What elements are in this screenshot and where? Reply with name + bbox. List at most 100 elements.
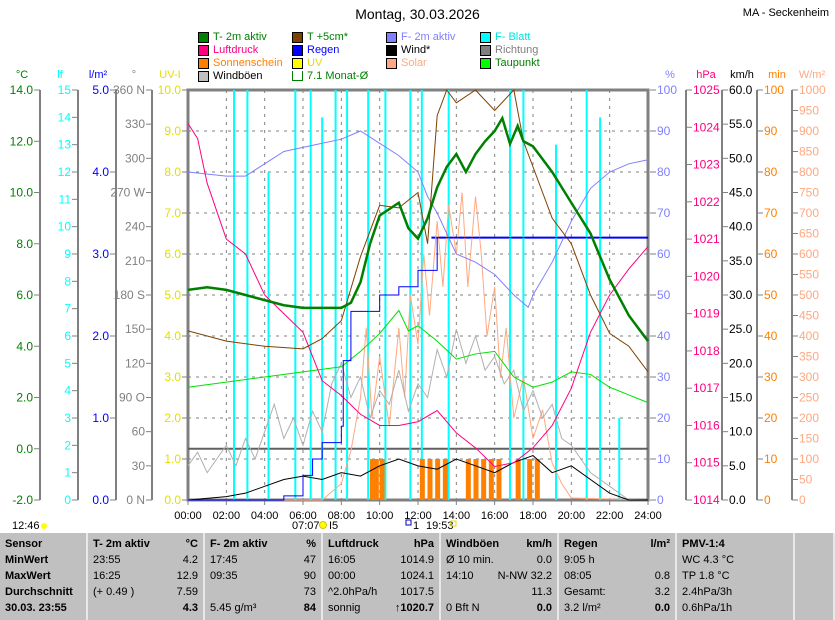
x-tick-label: 16:00 — [481, 510, 509, 522]
plot-frame — [186, 88, 650, 502]
stats-row: 16:05 1014.9 — [328, 552, 434, 568]
axis-tick-label: 14 — [58, 110, 72, 124]
axis-tick-label: 500 — [799, 288, 819, 302]
stats-row: T- 2m aktiv °C — [93, 536, 198, 552]
axis-unit-press: hPa — [696, 69, 716, 81]
axis-tick-label: 1015 — [693, 456, 720, 470]
axis-tick-label: 100 — [799, 452, 819, 466]
stats-cell: 09:35 — [210, 570, 238, 582]
axis-tick-label: 1022 — [693, 195, 720, 209]
axis-tick-label: 200 — [799, 411, 819, 425]
axis-tick-label: 9 — [64, 247, 71, 261]
stats-cell: 84 — [303, 602, 316, 614]
stats-row: 23:55 4.2 — [93, 552, 198, 568]
axis-tick-label: 10 — [764, 452, 778, 466]
stats-cell: 0.0 — [536, 554, 552, 566]
stats-cell: Windböen — [446, 538, 500, 550]
legend-swatch — [292, 71, 303, 81]
sunrise-time: 07:07 — [292, 520, 320, 532]
axis-tick-label: 35.0 — [729, 254, 753, 268]
axis-tick-label: 7.0 — [164, 206, 181, 220]
axis-tick-label: 12.0 — [10, 134, 34, 148]
stats-cell: 0.0 — [536, 602, 552, 614]
axis-tick-label: 1000 — [799, 83, 826, 97]
stats-row: Gesamt: 3.2 — [564, 584, 670, 600]
axis-tick-label: 1023 — [693, 158, 720, 172]
axis-tick-label: 11 — [59, 192, 72, 206]
axis-tick-label: 8 — [64, 274, 71, 288]
sun-icon — [319, 521, 327, 529]
axis-tick-label: 150 — [799, 432, 819, 446]
legend-label: Taupunkt — [495, 57, 540, 69]
stats-row: TP 1.8 °C — [682, 568, 788, 584]
axis-tick-label: 10.0 — [10, 186, 34, 200]
legend-swatch — [386, 44, 397, 56]
axis-tick-label: 30 — [132, 459, 146, 473]
stats-cell: 2.4hPa/3h — [682, 586, 733, 598]
axis-tick-label: 4.0 — [92, 165, 109, 179]
legend: T- 2m aktiv T +5cm* F- 2m aktiv F- Blatt Luf… — [198, 31, 578, 82]
axis-tick-label: 650 — [799, 227, 819, 241]
stats-cell: Durchschnitt — [5, 586, 73, 598]
axis-tick-label: 300 — [799, 370, 819, 384]
moon-icon — [41, 523, 47, 529]
stats-row: 16:25 12.9 — [93, 568, 198, 584]
x-tick-label: 02:00 — [213, 510, 241, 522]
sunshine-bar — [370, 459, 375, 500]
chart-title: Montag, 30.03.2026 — [355, 6, 480, 22]
axis-tick-label: 40 — [657, 329, 671, 343]
stats-row: 30.03. 23:55 — [5, 600, 81, 616]
stats-row: (+ 0.49 ) 7.59 — [93, 584, 198, 600]
stats-cell: 1014.9 — [400, 554, 434, 566]
axis-tick-label: 40 — [764, 329, 778, 343]
stats-cell: 08:05 — [564, 570, 592, 582]
stats-column: Windböen km/h Ø 10 min. 0.0 14:10 N-NW 32.2 11… — [441, 533, 559, 620]
axis-tick-label: 1014 — [693, 493, 720, 507]
legend-item: Regen — [292, 44, 386, 56]
legend-label: 7.1 Monat-Ø — [307, 70, 369, 82]
x-tick-label: 08:00 — [328, 510, 356, 522]
stats-row: Durchschnitt — [5, 584, 81, 600]
axis-tick-label: 450 — [799, 309, 819, 323]
stats-cell: Luftdruck — [328, 538, 379, 550]
axis-tick-label: 1018 — [693, 344, 720, 358]
x-tick-label: 12:00 — [404, 510, 432, 522]
stats-row: 9:05 h — [564, 552, 670, 568]
legend-swatch — [292, 31, 303, 43]
stats-cell: Sensor — [5, 538, 43, 550]
series-solar — [188, 192, 649, 501]
legend-label: T +5cm* — [307, 31, 349, 43]
axis-tick-label: 1 — [64, 466, 71, 480]
sunrise-note: I5 — [329, 520, 338, 532]
x-tick-label: 20:00 — [558, 510, 586, 522]
stats-column: F- 2m aktiv% 17:45 47 09:35 90 73 5.45 g/m³ 84 — [205, 533, 323, 620]
axis-tick-label: 15.0 — [729, 391, 753, 405]
axis-tick-label: 210 — [125, 254, 145, 268]
axis-tick-label: 700 — [799, 206, 819, 220]
axis-tick-label: 2.0 — [16, 391, 33, 405]
legend-item: Richtung — [480, 44, 578, 56]
axis-tick-label: 12 — [58, 165, 72, 179]
sunshine-bar — [527, 459, 533, 500]
sunshine-bar — [379, 459, 385, 500]
axis-tick-label: 2.0 — [92, 329, 109, 343]
axis-tick-label: 330 — [125, 117, 145, 131]
legend-item: UV — [292, 57, 386, 69]
axis-tick-label: 13 — [58, 138, 72, 152]
axis-tick-label: 0.0 — [92, 493, 109, 507]
axis-tick-label: 90 — [764, 124, 778, 138]
legend-swatch — [198, 70, 209, 82]
legend-label: Wind* — [401, 44, 431, 56]
stats-row: 09:35 90 — [210, 568, 316, 584]
axis-tick-label: 25.0 — [729, 322, 753, 336]
stats-column: Sensor MinWert MaxWert Durchschnitt 30.03. 2… — [0, 533, 88, 620]
axis-unit-dir: ° — [132, 69, 136, 81]
stats-row: MinWert — [5, 552, 81, 568]
stats-cell: N-NW 32.2 — [497, 570, 552, 582]
axis-tick-label: 4.0 — [164, 329, 181, 343]
stats-row: 5.45 g/m³ 84 — [210, 600, 316, 616]
stats-row: 3.2 l/m² 0.0 — [564, 600, 670, 616]
axis-tick-label: 10.0 — [729, 425, 753, 439]
axis-tick-label: 70 — [764, 206, 778, 220]
axis-tick-label: 55.0 — [729, 117, 753, 131]
